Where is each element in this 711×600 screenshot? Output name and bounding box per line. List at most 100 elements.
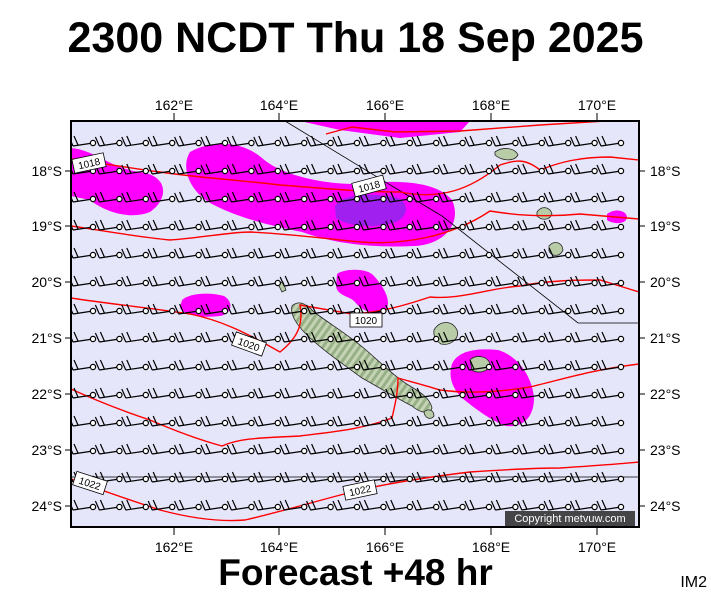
wind-barb-station	[459, 447, 466, 455]
isobar-1018-north	[325, 121, 618, 135]
wind-barb	[332, 499, 358, 511]
wind-barb-station	[380, 475, 387, 483]
wind-barb-station	[591, 503, 598, 511]
rain-area-heavy	[335, 194, 407, 227]
wind-barb-station	[565, 475, 572, 483]
wind-barb-station	[89, 503, 97, 511]
wind-barb-station	[89, 223, 97, 231]
wind-barb	[385, 135, 410, 147]
wind-barb-station	[195, 139, 202, 147]
wind-barb-station	[248, 251, 255, 259]
wind-barb-station	[221, 307, 229, 315]
wind-barb-station	[195, 335, 202, 343]
wind-barb	[543, 471, 569, 483]
rain-area-west-small	[180, 293, 231, 317]
wind-barb	[279, 499, 305, 511]
wind-barb	[411, 275, 437, 287]
wind-barb	[464, 303, 490, 315]
wind-barb	[200, 387, 226, 399]
wind-barb-station	[485, 503, 493, 511]
wind-barb-station	[142, 307, 149, 315]
wind-barb-station	[301, 503, 308, 511]
wind-barb	[306, 387, 331, 399]
wind-barb-station	[327, 475, 334, 483]
wind-barb-station	[353, 279, 361, 287]
lon-label: 170°E	[578, 539, 616, 555]
isobar-label: 1018	[77, 157, 101, 172]
wind-barb-station	[565, 419, 572, 427]
wind-barb	[279, 135, 305, 147]
wind-barb-station	[538, 475, 546, 483]
wind-barb	[490, 471, 516, 483]
wind-barb	[306, 163, 331, 175]
wind-barb	[306, 135, 331, 147]
wind-barb-station	[89, 363, 97, 371]
wind-barb-station	[512, 167, 519, 175]
wind-barb	[543, 359, 569, 371]
wind-barb	[279, 163, 305, 175]
wind-barb	[570, 303, 595, 315]
wind-barb-station	[89, 447, 97, 455]
wind-barb	[358, 219, 384, 231]
map-frame	[70, 120, 640, 528]
wind-barb	[306, 359, 331, 371]
wind-barb-station	[248, 307, 255, 315]
wind-barb-station	[485, 251, 493, 259]
wind-barb	[411, 443, 437, 455]
wind-barb-station	[116, 419, 123, 427]
wind-barb-station	[380, 503, 387, 511]
wind-barb-station	[353, 251, 361, 259]
wind-barb	[121, 275, 146, 287]
lat-label: 20°S	[650, 274, 681, 290]
wind-barb-station	[512, 195, 519, 203]
wind-barb-station	[274, 251, 281, 259]
wind-barb	[147, 359, 173, 371]
copyright-badge: Copyright metvuw.com	[505, 511, 635, 526]
wind-barb-station	[406, 363, 413, 371]
wind-barb	[226, 247, 252, 259]
wind-barb	[306, 471, 331, 483]
wind-barb	[121, 163, 146, 175]
wind-barb-station	[274, 391, 281, 399]
wind-barb-station	[301, 251, 308, 259]
wind-barb-station	[327, 251, 334, 259]
rain-area-north	[300, 121, 470, 138]
wind-barb	[253, 191, 278, 203]
wind-barb-station	[433, 419, 440, 427]
wind-barb	[438, 275, 463, 287]
wind-barb-station	[591, 307, 598, 315]
wind-barb-station	[168, 307, 176, 315]
wind-barb	[174, 163, 199, 175]
wind-barb	[385, 359, 410, 371]
rain-area-mid	[336, 269, 388, 313]
wind-barb-station	[142, 139, 149, 147]
wind-barb	[543, 415, 569, 427]
wind-barb-station	[617, 279, 625, 287]
wind-barb-station	[195, 251, 202, 259]
wind-barb	[174, 331, 199, 343]
wind-barb	[71, 247, 94, 259]
wind-barb	[464, 219, 490, 231]
wind-barb	[253, 247, 278, 259]
wind-barb-station	[406, 139, 413, 147]
wind-barb	[438, 135, 463, 147]
wind-barb	[517, 387, 542, 399]
wind-barb-station	[327, 307, 334, 315]
wind-barb-station	[591, 419, 598, 427]
wind-barb-station	[301, 419, 308, 427]
wind-barb-station	[565, 335, 572, 343]
wind-barb	[543, 219, 569, 231]
wind-barb	[385, 331, 410, 343]
wind-barb	[174, 443, 199, 455]
wind-barb	[517, 219, 542, 231]
wind-barb-station	[274, 195, 281, 203]
wind-barb	[543, 499, 569, 511]
wind-barb-station	[142, 419, 149, 427]
wind-barb-station	[538, 363, 546, 371]
wind-barb	[121, 219, 146, 231]
wind-barb	[464, 359, 490, 371]
wind-barb	[306, 331, 331, 343]
wind-barb	[570, 499, 595, 511]
wind-barb	[94, 135, 120, 147]
wind-barb	[385, 163, 410, 175]
